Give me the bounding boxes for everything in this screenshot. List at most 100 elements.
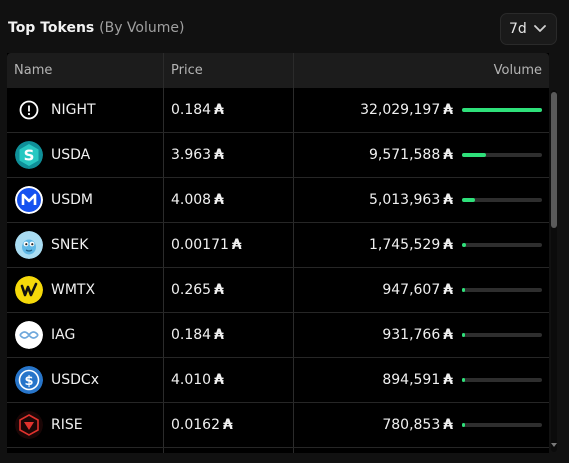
- table-row[interactable]: RISE 0.0162 ₳ 780,853 ₳: [7, 403, 549, 448]
- table-row[interactable]: USDM 4.008 ₳ 5,013,963 ₳: [7, 178, 549, 223]
- column-header-name[interactable]: Name: [14, 63, 53, 78]
- volume-bar: [462, 153, 542, 157]
- price-value: 4.008: [171, 192, 212, 208]
- token-price: 0.265 ₳: [171, 282, 224, 298]
- price-value: 0.00171: [171, 237, 229, 253]
- rise-icon: [15, 411, 43, 439]
- volume-bar-fill: [462, 198, 475, 202]
- volume-value: 9,571,588: [368, 147, 441, 163]
- price-value: 4.010: [171, 372, 212, 388]
- token-volume: 5,013,963 ₳: [369, 192, 453, 208]
- ada-currency-icon: ₳: [443, 237, 453, 253]
- volume-bar-fill: [462, 108, 542, 112]
- token-symbol: USDA: [51, 147, 91, 163]
- column-divider: [293, 53, 294, 453]
- volume-value: 780,853: [382, 417, 441, 433]
- table-row[interactable]: WMTX 0.265 ₳ 947,607 ₳: [7, 268, 549, 313]
- volume-bar-fill: [462, 378, 465, 382]
- volume-value: 5,013,963: [368, 192, 441, 208]
- token-price: 4.010 ₳: [171, 372, 224, 388]
- volume-bar: [462, 423, 542, 427]
- ada-currency-icon: ₳: [443, 147, 453, 163]
- price-value: 0.184: [171, 327, 212, 343]
- volume-bar: [462, 198, 542, 202]
- token-volume: 947,607 ₳: [382, 282, 453, 298]
- chevron-down-icon: [534, 25, 546, 32]
- ada-currency-icon: ₳: [214, 147, 224, 163]
- token-symbol: IAG: [51, 327, 76, 343]
- table-row[interactable]: NIGHT 0.184 ₳ 32,029,197 ₳: [7, 88, 549, 133]
- usda-icon: S: [15, 141, 43, 169]
- table-row[interactable]: SNEK 0.00171 ₳ 1,745,529 ₳: [7, 223, 549, 268]
- volume-bar-fill: [462, 288, 465, 292]
- ada-currency-icon: ₳: [214, 372, 224, 388]
- token-volume: 894,591 ₳: [382, 372, 453, 388]
- title-text: Top Tokens: [8, 20, 95, 36]
- scrollbar[interactable]: [551, 90, 557, 452]
- token-symbol: USDCx: [51, 372, 99, 388]
- volume-bar: [462, 243, 542, 247]
- volume-bar: [462, 378, 542, 382]
- ada-currency-icon: ₳: [214, 102, 224, 118]
- volume-bar: [462, 288, 542, 292]
- token-volume: 1,745,529 ₳: [369, 237, 453, 253]
- volume-bar: [462, 333, 542, 337]
- token-volume: 931,766 ₳: [382, 327, 453, 343]
- iag-icon: [15, 321, 43, 349]
- volume-bar-fill: [462, 243, 467, 247]
- token-price: 0.184 ₳: [171, 327, 224, 343]
- token-symbol: SNEK: [51, 237, 89, 253]
- token-price: 0.00171 ₳: [171, 237, 242, 253]
- ada-currency-icon: ₳: [223, 417, 233, 433]
- volume-bar: [462, 108, 542, 112]
- scroll-down-arrow-icon[interactable]: [551, 442, 557, 448]
- ada-currency-icon: ₳: [214, 282, 224, 298]
- volume-value: 931,766: [382, 327, 441, 343]
- token-symbol: USDM: [51, 192, 93, 208]
- tokens-table: Name Price Volume NIGHT 0.184 ₳ 32,029,197 ₳…: [7, 53, 549, 453]
- token-volume: 32,029,197 ₳: [360, 102, 453, 118]
- ada-currency-icon: ₳: [231, 237, 242, 253]
- price-value: 0.265: [171, 282, 212, 298]
- table-row[interactable]: S USDA 3.963 ₳ 9,571,588 ₳: [7, 133, 549, 178]
- table-row[interactable]: $ USDCx 4.010 ₳ 894,591 ₳: [7, 358, 549, 403]
- volume-bar-fill: [462, 423, 465, 427]
- usdm-icon: [15, 186, 43, 214]
- time-range-value: 7d: [509, 21, 527, 37]
- token-symbol: NIGHT: [51, 102, 96, 118]
- ada-currency-icon: ₳: [443, 192, 453, 208]
- column-header-volume[interactable]: Volume: [493, 63, 542, 78]
- price-value: 0.0162: [171, 417, 220, 433]
- token-volume: 9,571,588 ₳: [369, 147, 453, 163]
- token-symbol: RISE: [51, 417, 83, 433]
- token-price: 0.184 ₳: [171, 102, 224, 118]
- scrollbar-thumb[interactable]: [551, 92, 557, 228]
- token-price: 0.0162 ₳: [171, 417, 233, 433]
- price-value: 3.963: [171, 147, 212, 163]
- title-subtitle: (By Volume): [99, 20, 185, 36]
- volume-bar-fill: [462, 153, 486, 157]
- snek-icon: [15, 231, 43, 259]
- token-price: 3.963 ₳: [171, 147, 224, 163]
- volume-value: 1,745,529: [368, 237, 441, 253]
- token-symbol: WMTX: [51, 282, 96, 298]
- volume-value: 947,607: [382, 282, 441, 298]
- night-icon: [15, 96, 43, 124]
- ada-currency-icon: ₳: [443, 417, 453, 433]
- usdcx-icon: $: [15, 366, 43, 394]
- volume-value: 32,029,197: [360, 102, 441, 118]
- time-range-select[interactable]: 7d: [500, 13, 557, 45]
- panel-title: Top Tokens (By Volume): [8, 20, 184, 36]
- panel-header: Top Tokens (By Volume) 7d: [0, 0, 569, 54]
- table-row[interactable]: IAG 0.184 ₳ 931,766 ₳: [7, 313, 549, 358]
- ada-currency-icon: ₳: [443, 372, 453, 388]
- ada-currency-icon: ₳: [443, 282, 453, 298]
- token-price: 4.008 ₳: [171, 192, 224, 208]
- ada-currency-icon: ₳: [214, 327, 224, 343]
- price-value: 0.184: [171, 102, 212, 118]
- ada-currency-icon: ₳: [443, 102, 453, 118]
- column-header-price[interactable]: Price: [171, 63, 203, 78]
- ada-currency-icon: ₳: [214, 192, 224, 208]
- column-divider: [163, 53, 164, 453]
